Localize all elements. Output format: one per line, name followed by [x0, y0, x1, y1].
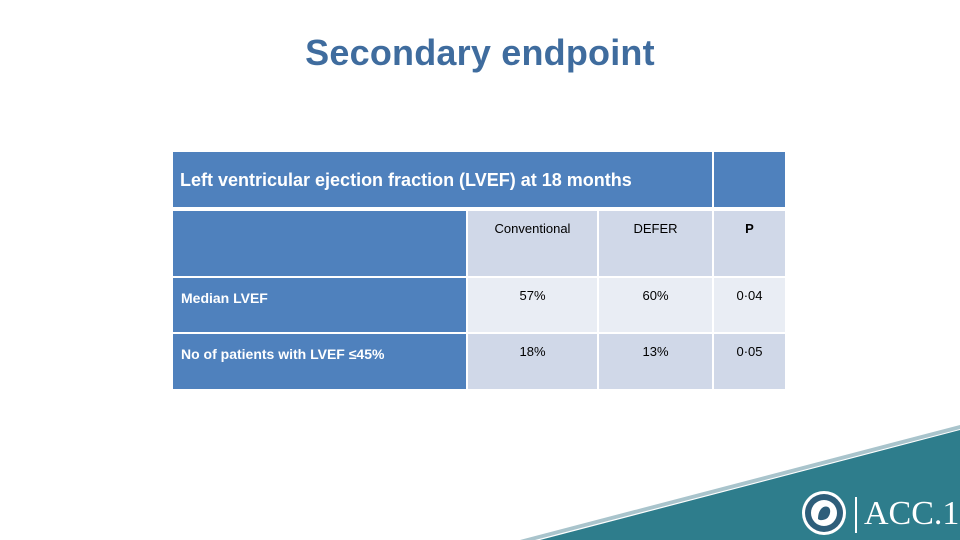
row-label-lvef-45: No of patients with LVEF ≤45%	[173, 334, 466, 389]
logo-divider	[855, 497, 857, 533]
column-header-p: P	[714, 211, 785, 276]
row-label-median-lvef: Median LVEF	[173, 278, 466, 332]
column-header-defer: DEFER	[599, 211, 712, 276]
column-header-conventional: Conventional	[468, 211, 597, 276]
cell-lvef45-conventional: 18%	[468, 334, 597, 389]
slide-title: Secondary endpoint	[305, 32, 655, 73]
acc-seal-icon	[802, 491, 846, 535]
table-header-title: Left ventricular ejection fraction (LVEF…	[173, 152, 712, 207]
acc16-logo: ACC.16	[864, 495, 960, 532]
cell-median-conventional: 57%	[468, 278, 597, 332]
cell-lvef45-defer: 13%	[599, 334, 712, 389]
cell-median-defer: 60%	[599, 278, 712, 332]
table-header-empty-cell	[714, 152, 785, 207]
cell-median-p: 0·04	[714, 278, 785, 332]
cell-lvef45-p: 0·05	[714, 334, 785, 389]
table-corner-cell	[173, 211, 466, 276]
